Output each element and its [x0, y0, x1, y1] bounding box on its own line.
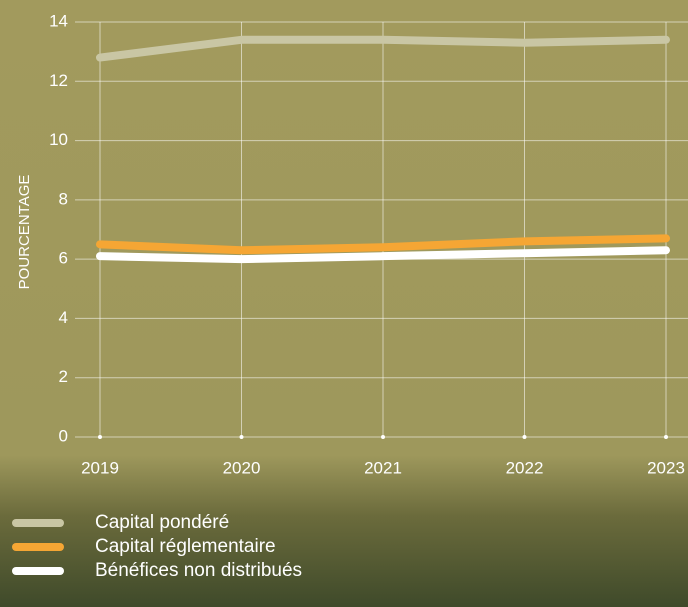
y-tick-label: 2 — [59, 367, 68, 386]
y-tick-label: 10 — [49, 130, 68, 149]
x-tick-dot — [381, 435, 385, 439]
x-tick-label: 2021 — [364, 458, 402, 477]
series-line — [96, 234, 670, 255]
legend-label: Capital réglementaire — [95, 536, 276, 557]
y-tick-label: 4 — [59, 308, 68, 327]
series-line — [96, 246, 670, 264]
legend-label: Capital pondéré — [95, 512, 229, 533]
legend-label: Bénéfices non distribués — [95, 560, 302, 581]
y-tick-label: 0 — [59, 426, 68, 445]
y-tick-label: 14 — [49, 11, 68, 30]
x-tick-dot — [239, 435, 244, 439]
x-tick-label: 2023 — [647, 458, 685, 477]
x-tick-dot — [522, 435, 527, 439]
y-axis-label: POURCENTAGE — [16, 175, 33, 290]
x-tick-label: 2022 — [506, 458, 544, 477]
y-tick-label: 12 — [49, 71, 68, 90]
x-tick-dot — [98, 435, 102, 439]
x-tick-dot — [664, 435, 668, 439]
series-line — [96, 35, 670, 62]
x-tick-label: 2019 — [81, 458, 119, 477]
y-tick-label: 8 — [59, 189, 68, 208]
x-tick-label: 2020 — [223, 458, 261, 477]
y-tick-label: 6 — [59, 249, 68, 268]
